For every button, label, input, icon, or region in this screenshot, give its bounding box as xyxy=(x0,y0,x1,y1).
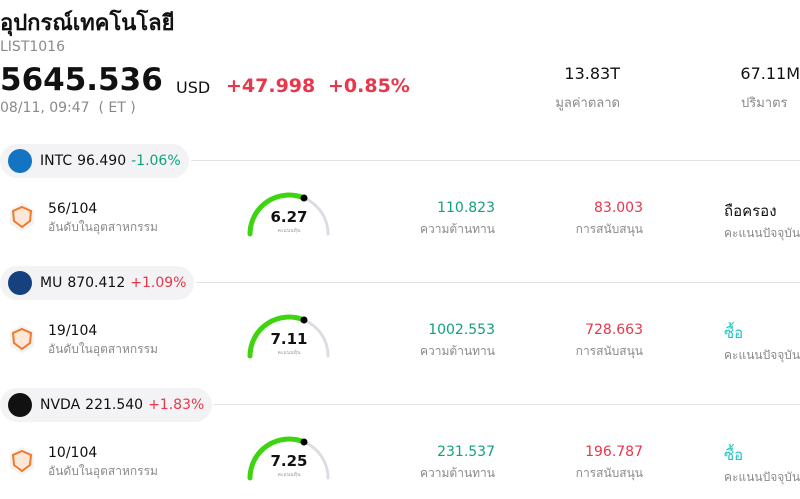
score-label: คะแนนหุ้น xyxy=(277,472,301,478)
rank-label: อันดับในอุตสาหกรรม xyxy=(48,342,158,356)
resistance-label: ความต้านทาน xyxy=(420,344,495,358)
code: LIST1016 xyxy=(0,39,65,55)
resistance-label: ความต้านทาน xyxy=(420,466,495,480)
stock-change: +1.09% xyxy=(130,275,187,291)
rating: ซื้อ xyxy=(724,324,744,342)
resistance: 231.537 xyxy=(437,444,495,460)
rating: ซื้อ xyxy=(724,446,744,464)
gauge-fill xyxy=(247,314,307,359)
support-label: การสนับสนุน xyxy=(575,466,643,480)
ticker: NVDA xyxy=(40,397,81,413)
rating-label: คะแนนปัจจุบัน xyxy=(724,226,800,240)
rank: 10/104 xyxy=(48,445,98,461)
resistance: 1002.553 xyxy=(428,322,495,338)
gauge xyxy=(247,192,330,237)
stock-change: +1.83% xyxy=(148,397,205,413)
support: 728.663 xyxy=(585,322,643,338)
gauge-dot xyxy=(300,438,308,446)
change: +47.998 xyxy=(226,75,316,97)
stock-logo xyxy=(8,149,32,173)
gauge xyxy=(247,314,330,359)
resistance: 110.823 xyxy=(437,200,495,216)
score: 7.25 xyxy=(270,452,308,470)
shield xyxy=(11,205,33,229)
score: 7.11 xyxy=(270,330,308,348)
support-label: การสนับสนุน xyxy=(575,344,643,358)
stock-price: 96.490 xyxy=(77,153,127,169)
market-cap: 13.83T xyxy=(564,64,620,83)
change-pct: +0.85% xyxy=(328,75,410,97)
shield xyxy=(11,327,33,351)
gauge-fill xyxy=(247,192,307,237)
gauge-dot xyxy=(300,316,308,324)
score: 6.27 xyxy=(270,208,308,226)
stock-pill[interactable]: NVDA 221.540 +1.83% xyxy=(0,388,213,422)
rank-icon xyxy=(10,325,34,353)
market-cap-label: มูลค่าตลาด xyxy=(555,96,620,111)
support: 83.003 xyxy=(594,200,643,216)
ticker: MU xyxy=(40,275,63,291)
support-label: การสนับสนุน xyxy=(575,222,643,236)
rating: ถือครอง xyxy=(724,202,777,220)
support: 196.787 xyxy=(585,444,643,460)
rating-label: คะแนนปัจจุบัน xyxy=(724,470,800,484)
resistance-label: ความต้านทาน xyxy=(420,222,495,236)
stock-change: -1.06% xyxy=(131,153,181,169)
stock-logo xyxy=(8,393,32,417)
stock-price: 221.540 xyxy=(85,397,144,413)
rank-label: อันดับในอุตสาหกรรม xyxy=(48,464,158,478)
rank: 19/104 xyxy=(48,323,98,339)
ticker: INTC xyxy=(40,153,73,169)
price: 5645.536 xyxy=(0,62,163,98)
stock-logo xyxy=(8,271,32,295)
stock-pill[interactable]: INTC 96.490 -1.06% xyxy=(0,144,189,178)
volume-label: ปริมาตร xyxy=(741,96,788,111)
gauge-dot xyxy=(300,194,308,202)
score-label: คะแนนหุ้น xyxy=(277,350,301,356)
rank-label: อันดับในอุตสาหกรรม xyxy=(48,220,158,234)
time: 08/11, 09:47 ( ET ) xyxy=(0,100,136,116)
stock-pill[interactable]: MU 870.412 +1.09% xyxy=(0,266,195,300)
score-label: คะแนนหุ้น xyxy=(277,228,301,234)
separator xyxy=(214,404,800,405)
separator xyxy=(196,282,800,283)
currency: USD xyxy=(176,78,211,97)
gauge xyxy=(247,436,330,481)
rank-icon xyxy=(10,447,34,475)
rank-icon xyxy=(10,203,34,231)
rank: 56/104 xyxy=(48,201,98,217)
shield xyxy=(11,449,33,473)
volume: 67.11M xyxy=(740,64,800,83)
gauge-fill xyxy=(247,436,307,481)
stock-price: 870.412 xyxy=(67,275,126,291)
title: อุปกรณ์เทคโนโลยี xyxy=(0,11,175,36)
rating-label: คะแนนปัจจุบัน xyxy=(724,348,800,362)
separator xyxy=(191,160,800,161)
